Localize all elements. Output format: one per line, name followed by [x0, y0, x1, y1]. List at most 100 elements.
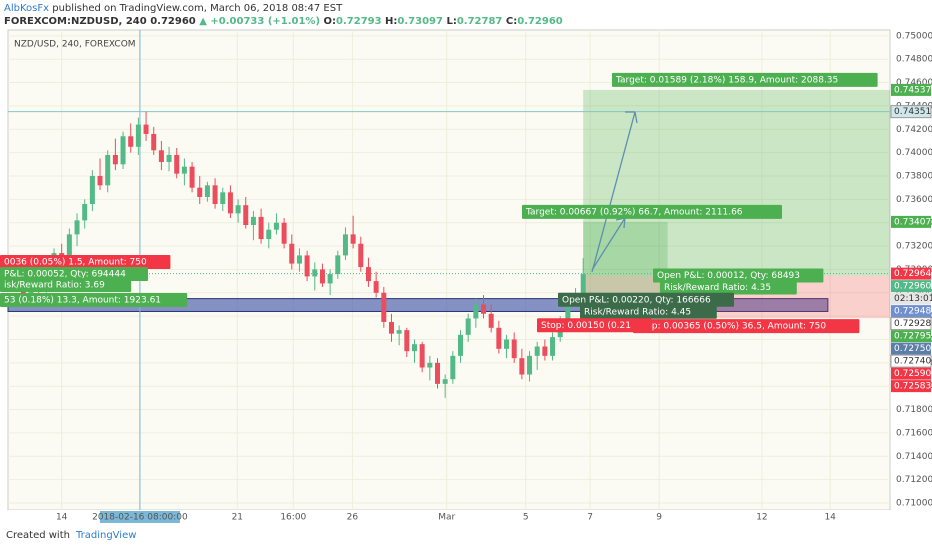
- price-label: 0.72590: [894, 369, 931, 379]
- candle-body: [143, 124, 149, 134]
- candle-body: [135, 124, 141, 147]
- price-label-box: [891, 342, 931, 355]
- y-tick-label: 0.71800: [896, 405, 932, 415]
- candle-body: [319, 269, 325, 284]
- candle-body: [481, 304, 487, 314]
- candle-body: [327, 274, 333, 284]
- x-tick-label: 16:00: [280, 513, 306, 523]
- y-tick-label: 0.71000: [896, 498, 932, 508]
- candle-body: [304, 255, 310, 277]
- candle-body: [527, 355, 533, 375]
- l-label: L:: [446, 16, 457, 27]
- candle-body: [496, 327, 502, 349]
- y-tick-label: 0.74000: [896, 148, 932, 158]
- candle-body: [235, 205, 241, 214]
- stop-label-box: [537, 318, 652, 333]
- side-label: isk/Reward Ratio: 3.69: [4, 281, 105, 291]
- price-label: 0.72583: [894, 382, 931, 392]
- price-label-box: [891, 380, 931, 393]
- crosshair-label-box: [99, 511, 180, 523]
- candle-body: [181, 166, 187, 174]
- h-label: H:: [385, 16, 398, 27]
- side-label-box: [0, 278, 132, 292]
- price-label-box: [890, 354, 932, 368]
- author: AlbKosFx: [4, 3, 50, 14]
- x-axis-bg: [8, 510, 890, 524]
- countdown: 02:13:01: [894, 294, 932, 304]
- candle-body: [565, 304, 571, 321]
- y-tick-label: 0.73600: [896, 195, 932, 205]
- profit-zone: [583, 221, 668, 300]
- arrow: [634, 111, 638, 124]
- pl-label-box: [653, 268, 824, 283]
- candle-body: [220, 192, 226, 205]
- candle-body: [427, 362, 433, 368]
- side-label: P&L: 0.00052, Qty: 694444: [4, 270, 126, 280]
- candle-body: [388, 321, 394, 334]
- candle-body: [488, 313, 494, 328]
- price-label-box: [891, 280, 931, 293]
- candle-body: [74, 220, 80, 235]
- candle-body: [381, 292, 387, 322]
- candle-body: [243, 205, 249, 226]
- candle-body: [112, 154, 118, 165]
- candle-body: [442, 379, 448, 384]
- last: 0.72960: [150, 16, 196, 27]
- price-label-box: [890, 317, 932, 331]
- y-tick-label: 0.75000: [896, 31, 932, 41]
- candle-body: [166, 154, 172, 162]
- price-label: 0.72740: [894, 357, 931, 367]
- candle-body: [534, 346, 540, 356]
- target-label: Target: 0.01589 (2.18%) 158.9, Amount: 2…: [615, 75, 838, 85]
- side-label: 53 (0.18%) 13.3, Amount: 1923.61: [4, 296, 161, 306]
- candle-body: [197, 187, 203, 198]
- y-tick-label: 0.71400: [896, 452, 932, 462]
- candle-body: [89, 175, 95, 205]
- published: published on TradingView.com, March 06, …: [52, 3, 343, 14]
- c-value: 0.72960: [517, 16, 563, 27]
- candle-body: [273, 222, 279, 230]
- y-tick-label: 0.74800: [896, 55, 932, 65]
- price-label-box: [890, 105, 932, 119]
- candle-body: [434, 362, 440, 384]
- symbol: FOREXCOM:NZDUSD, 240: [4, 16, 147, 27]
- side-label-box: [0, 255, 171, 269]
- chart-title: NZD/USD, 240, FOREXCOM: [14, 40, 136, 50]
- candle-body: [296, 255, 302, 264]
- change: ▲ +0.00733 (+1.01%): [199, 16, 321, 27]
- candle-body: [227, 192, 233, 214]
- candle-body: [473, 304, 479, 319]
- y-tick-label: 0.74200: [896, 125, 932, 135]
- header: AlbKosFx published on TradingView.com, M…: [4, 2, 563, 28]
- candle-body: [258, 216, 264, 240]
- chart: NZD/USD, 240, FOREXCOM 0.71000 0.71200 0.7…: [0, 29, 932, 524]
- rr-label: Risk/Reward Ratio: 4.45: [584, 307, 691, 317]
- price-label: 0.72960: [894, 282, 931, 292]
- c-label: C:: [505, 16, 518, 27]
- candle-body: [550, 337, 556, 356]
- candle-body: [404, 330, 410, 352]
- y-tick-label: 0.74600: [896, 78, 932, 88]
- x-tick-label: 5: [523, 513, 529, 523]
- candle-body: [20, 286, 26, 298]
- candle-body: [458, 334, 464, 356]
- candle-body: [580, 274, 586, 294]
- candle-body: [158, 150, 164, 162]
- candle-body: [66, 234, 72, 263]
- candle-body: [312, 269, 318, 277]
- price-label: 0.74537: [894, 85, 931, 95]
- candle-body: [120, 136, 126, 165]
- price-label-box: [891, 305, 931, 318]
- pl-label: Open P&L: 0.00012, Qty: 68493: [657, 271, 800, 281]
- h-value: 0.73097: [397, 16, 443, 27]
- footer: Created with TradingView: [6, 530, 136, 541]
- price-label: 0.73407: [894, 217, 931, 227]
- o-value: 0.72793: [336, 16, 382, 27]
- x-tick-label: 14: [56, 513, 68, 523]
- price-label-box: [891, 267, 931, 280]
- candle-body: [212, 185, 218, 205]
- candle-body: [419, 344, 425, 368]
- y-tick-label: 0.71200: [896, 475, 932, 485]
- x-tick-label: 14: [824, 513, 836, 523]
